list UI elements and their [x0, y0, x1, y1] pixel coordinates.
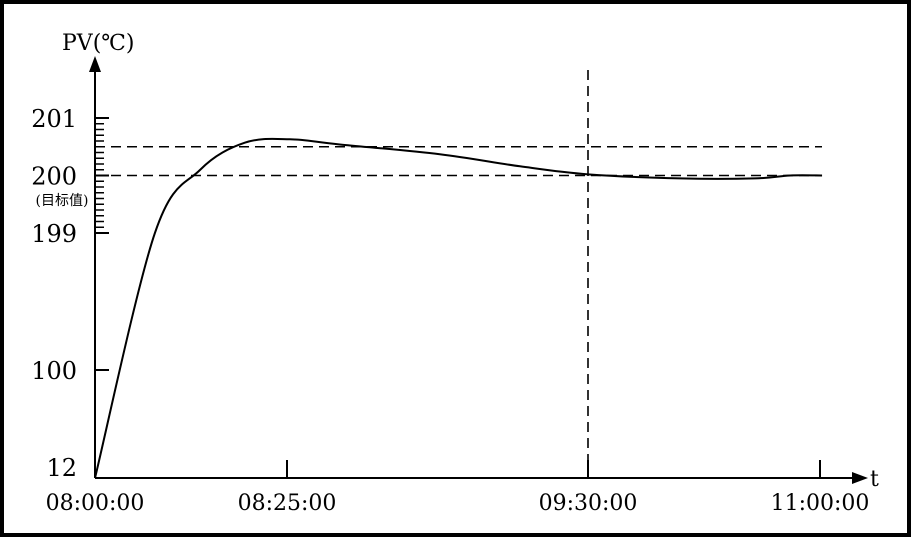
x-tick-label: 09:30:00: [539, 491, 638, 516]
x-tick-label: 08:00:00: [46, 491, 145, 516]
y-tick-label: 200: [31, 163, 77, 191]
y-axis-arrow-icon: [89, 56, 101, 72]
x-axis-label: t: [870, 467, 879, 492]
y-tick-label: 12: [46, 454, 77, 482]
x-tick-label: 11:00:00: [771, 491, 870, 516]
x-tick-label: 08:25:00: [238, 491, 337, 516]
y-tick-label: 201: [31, 105, 77, 133]
y-axis-label: PV(℃): [62, 31, 134, 56]
pv-curve: [94, 137, 823, 479]
y-tick-label: 100: [31, 357, 77, 385]
y-tick-label: 199: [31, 220, 77, 248]
x-axis-arrow-icon: [852, 472, 868, 484]
target-value-note: (目标值): [36, 193, 89, 209]
